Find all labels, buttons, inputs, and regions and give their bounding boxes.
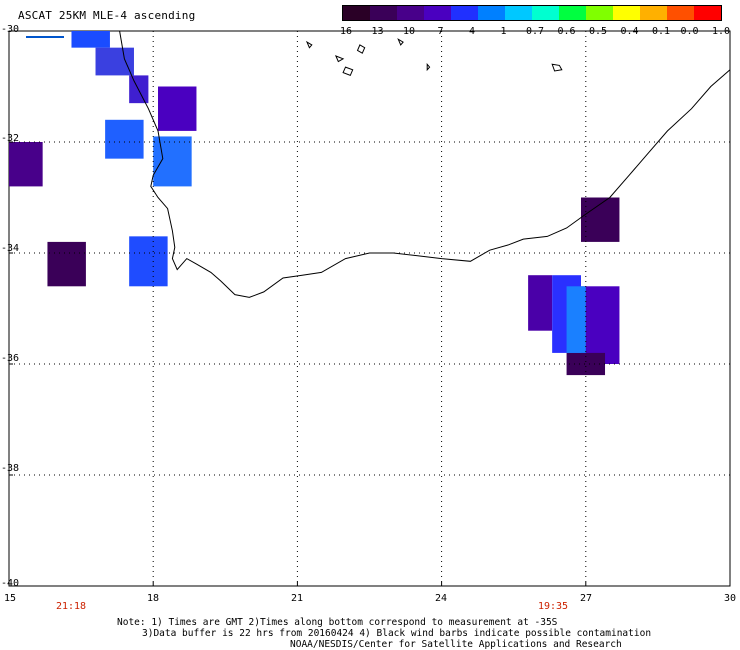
- lon-label: 27: [579, 593, 593, 604]
- wind-cell: [9, 142, 43, 187]
- colorbar-swatch: [613, 6, 640, 20]
- lat-label: -32: [1, 133, 20, 144]
- pass-time-label: 19:35: [537, 601, 569, 612]
- note-line-3: NOAA/NESDIS/Center for Satellite Applica…: [290, 639, 622, 650]
- colorbar-swatch: [640, 6, 667, 20]
- lon-label: 21: [290, 593, 304, 604]
- inland-water-outline: [342, 66, 354, 77]
- lon-label: 15: [3, 593, 17, 604]
- wind-cell: [528, 275, 553, 331]
- lat-label: -34: [1, 243, 20, 254]
- colorbar-swatch: [478, 6, 505, 20]
- note-line-1: Note: 1) Times are GMT 2)Times along bot…: [117, 617, 558, 628]
- inland-water-outline: [397, 38, 404, 46]
- colorbar-swatch: [370, 6, 397, 20]
- lat-label: -30: [1, 24, 20, 35]
- inland-water-outline: [305, 40, 313, 49]
- colorbar-swatch: [694, 6, 721, 20]
- lon-label: 18: [146, 593, 160, 604]
- coastline: [119, 30, 731, 298]
- wind-cell: [105, 119, 144, 159]
- wind-cell: [47, 241, 86, 287]
- lon-label: 30: [723, 593, 737, 604]
- pass-time-label: 21:18: [55, 601, 87, 612]
- legend-line: [26, 36, 64, 38]
- map-frame: [8, 30, 731, 587]
- lat-label: -36: [1, 353, 20, 364]
- inland-water-outline: [551, 63, 563, 72]
- wind-cell: [566, 286, 586, 353]
- inland-water-outline: [334, 55, 345, 63]
- wind-cell: [71, 31, 110, 48]
- wind-cell: [129, 236, 168, 287]
- colorbar-swatch: [397, 6, 424, 20]
- wind-cell: [580, 286, 620, 364]
- wind-cell: [158, 86, 197, 131]
- wind-cell: [95, 47, 134, 76]
- colorbar-swatch: [343, 6, 370, 20]
- colorbar-swatch: [559, 6, 586, 20]
- colorbar-swatch: [586, 6, 613, 20]
- wind-cell: [580, 197, 620, 242]
- lat-label: -38: [1, 463, 20, 474]
- lat-label: -40: [1, 578, 20, 589]
- colorbar-swatch: [532, 6, 559, 20]
- lon-label: 24: [434, 593, 448, 604]
- map-title: ASCAT 25KM MLE-4 ascending: [18, 9, 196, 22]
- inland-water-outline: [356, 44, 366, 54]
- colorbar-swatch: [451, 6, 478, 20]
- inland-water-outline: [426, 62, 431, 72]
- colorbar: [342, 5, 722, 21]
- colorbar-swatch: [505, 6, 532, 20]
- wind-cell: [566, 352, 606, 376]
- colorbar-swatch: [424, 6, 451, 20]
- note-line-2: 3)Data buffer is 22 hrs from 20160424 4)…: [142, 628, 652, 639]
- wind-cell: [153, 136, 192, 187]
- colorbar-swatch: [667, 6, 694, 20]
